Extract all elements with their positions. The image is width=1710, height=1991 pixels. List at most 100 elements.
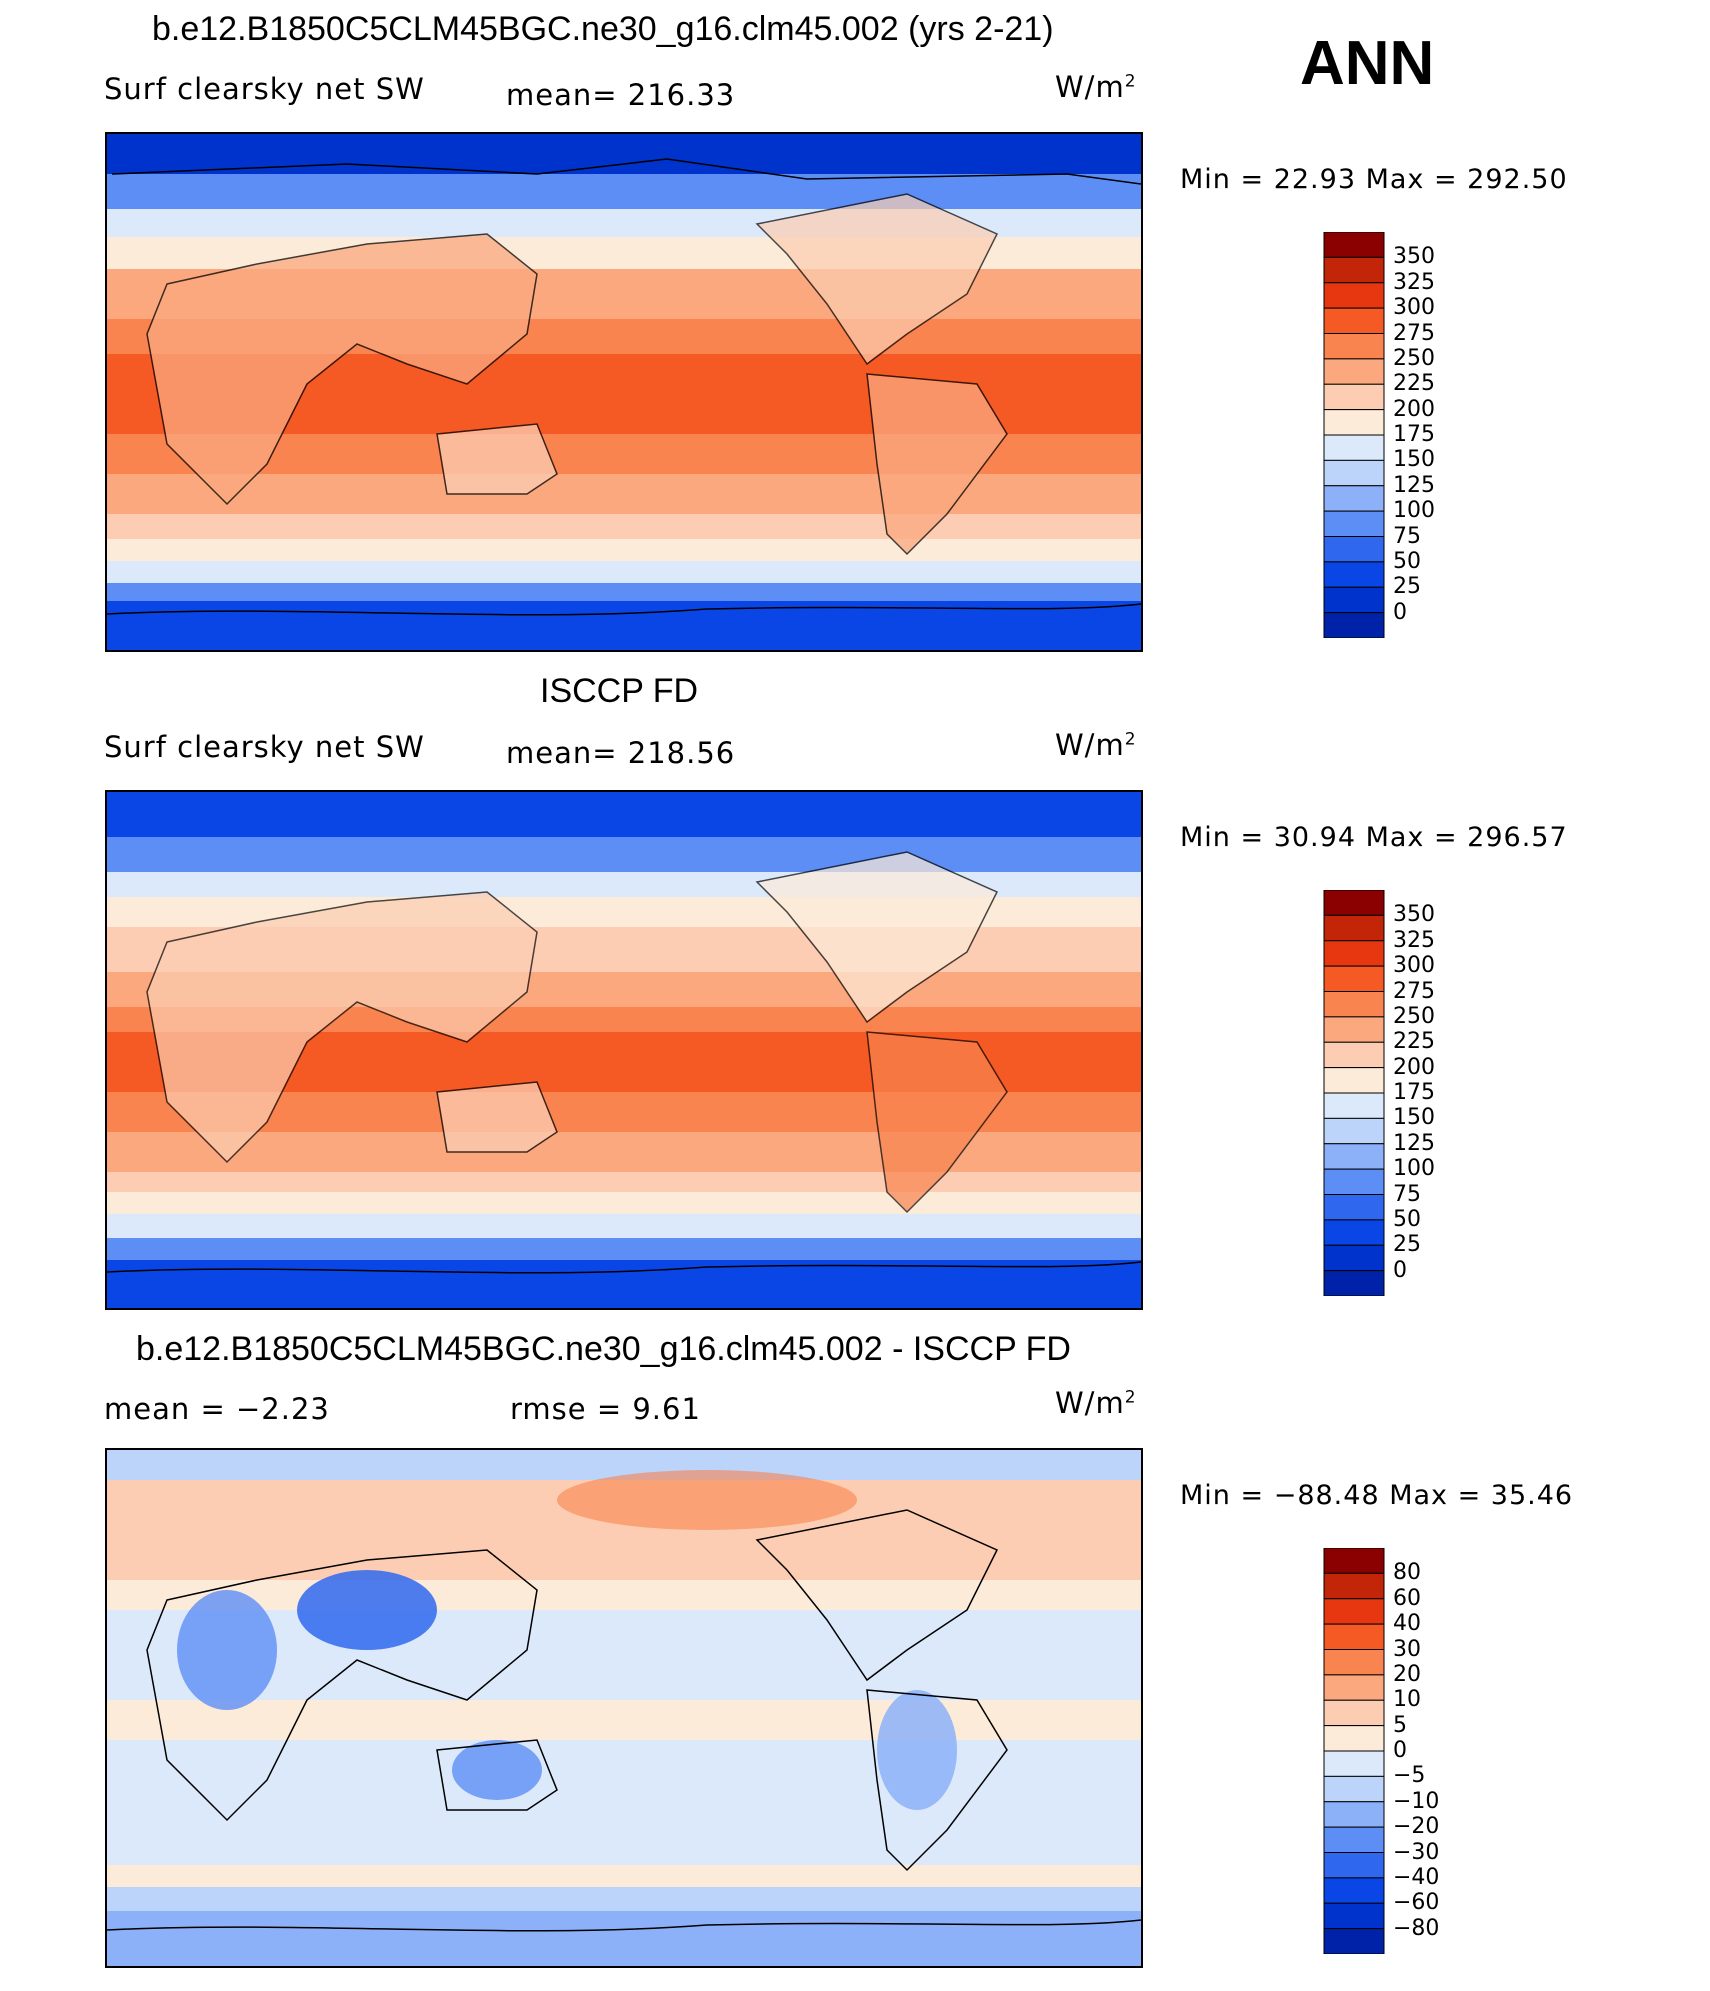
colorbar-swatch [1323, 282, 1385, 309]
panel1-map [105, 132, 1143, 652]
colorbar-tick-label: 325 [1393, 927, 1435, 953]
colorbar-swatch [1323, 358, 1385, 385]
colorbar-tick-label: 75 [1393, 1181, 1421, 1207]
colorbar-tick-label: 40 [1393, 1611, 1421, 1637]
colorbar-tick-label: 225 [1393, 1029, 1435, 1055]
colorbar-tick-label: −20 [1393, 1814, 1440, 1840]
colorbar-swatch [1323, 914, 1385, 942]
colorbar-swatch [1323, 459, 1385, 487]
panel3-mean-label: mean = −2.23 [104, 1392, 330, 1426]
colorbar-tick-label: 250 [1393, 345, 1435, 371]
colorbar-swatch [1323, 1649, 1385, 1676]
panel3-rmse-label: rmse = 9.61 [510, 1392, 701, 1426]
panel1-mean-label: mean= 216.33 [506, 78, 736, 112]
colorbar-tick-label: 300 [1393, 953, 1435, 979]
colorbar-swatch [1323, 1902, 1385, 1930]
panel2-field-label: Surf clearsky net SW [104, 730, 425, 764]
colorbar-swatch [1323, 889, 1385, 916]
colorbar-tick-label: 60 [1393, 1585, 1421, 1611]
colorbar-tick-label: 350 [1393, 244, 1435, 270]
colorbar-tick-label: −10 [1393, 1788, 1440, 1814]
colorbar-tick-label: 175 [1393, 422, 1435, 447]
colorbar-swatch [1323, 307, 1385, 334]
colorbar-tick-label: −5 [1393, 1763, 1426, 1789]
colorbar-tick-label: 0 [1393, 599, 1407, 625]
colorbar-tick-label: 100 [1393, 1156, 1435, 1182]
colorbar-swatch [1323, 1092, 1385, 1119]
colorbar-tick-label: 350 [1393, 902, 1435, 928]
colorbar-swatch [1323, 1623, 1385, 1650]
colorbar-swatch [1323, 485, 1385, 512]
colorbar-tick-label: 5 [1393, 1712, 1407, 1738]
panel2-colorbar-swatches [1323, 889, 1385, 1297]
colorbar-swatch [1323, 434, 1385, 461]
colorbar-tick-label: −30 [1393, 1839, 1440, 1865]
colorbar-tick-label: 20 [1393, 1661, 1421, 1687]
colorbar-swatch [1323, 1143, 1385, 1170]
colorbar-tick-label: −60 [1393, 1890, 1440, 1916]
colorbar-tick-label: 50 [1393, 548, 1421, 574]
colorbar-swatch [1323, 1168, 1385, 1195]
colorbar-swatch [1323, 965, 1385, 992]
colorbar-swatch [1323, 1194, 1385, 1221]
colorbar-swatch [1323, 1244, 1385, 1272]
colorbar-swatch [1323, 1016, 1385, 1043]
panel3-map [105, 1448, 1143, 1968]
colorbar-tick-label: 150 [1393, 1105, 1435, 1131]
colorbar-swatch [1323, 1801, 1385, 1828]
colorbar-tick-label: −40 [1393, 1864, 1440, 1890]
colorbar-swatch [1323, 1674, 1385, 1701]
panel1-title: b.e12.B1850C5CLM45BGC.ne30_g16.clm45.002… [152, 10, 1054, 48]
colorbar-swatch [1323, 561, 1385, 588]
panel1-colorbar-swatches [1323, 231, 1385, 639]
panel3-units: W/m2 [1055, 1386, 1137, 1420]
colorbar-tick-label: 10 [1393, 1687, 1421, 1713]
panel2-colorbar [1323, 889, 1385, 1297]
colorbar-tick-label: 100 [1393, 498, 1435, 524]
panel3-colorbar-swatches [1323, 1547, 1385, 1955]
colorbar-tick-label: 50 [1393, 1206, 1421, 1232]
colorbar-tick-label: 250 [1393, 1003, 1435, 1029]
colorbar-swatch [1323, 1219, 1385, 1246]
colorbar-tick-label: 325 [1393, 269, 1435, 295]
colorbar-tick-label: 275 [1393, 978, 1435, 1004]
colorbar-swatch [1323, 612, 1385, 639]
colorbar-swatch [1323, 586, 1385, 614]
colorbar-tick-label: 225 [1393, 371, 1435, 397]
colorbar-swatch [1323, 1041, 1385, 1069]
panel3-map-field [107, 1450, 1141, 1966]
colorbar-tick-label: 30 [1393, 1636, 1421, 1662]
panel3-min-max: Min = −88.48 Max = 35.46 [1180, 1480, 1574, 1511]
season-label: ANN [1300, 29, 1435, 98]
panel3-colorbar [1323, 1547, 1385, 1955]
colorbar-swatch [1323, 1598, 1385, 1625]
colorbar-swatch [1323, 231, 1385, 258]
panel2-title: ISCCP FD [540, 672, 699, 710]
colorbar-swatch [1323, 1547, 1385, 1574]
colorbar-swatch [1323, 1775, 1385, 1803]
colorbar-swatch [1323, 1877, 1385, 1904]
colorbar-tick-label: 300 [1393, 295, 1435, 321]
colorbar-tick-label: 175 [1393, 1080, 1435, 1105]
colorbar-tick-label: 0 [1393, 1257, 1407, 1283]
colorbar-swatch [1323, 1750, 1385, 1777]
panel1-colorbar [1323, 231, 1385, 639]
colorbar-swatch [1323, 1928, 1385, 1955]
colorbar-swatch [1323, 510, 1385, 537]
panel1-map-field [107, 134, 1141, 650]
colorbar-swatch [1323, 536, 1385, 563]
colorbar-swatch [1323, 333, 1385, 360]
colorbar-swatch [1323, 1826, 1385, 1853]
colorbar-swatch [1323, 991, 1385, 1018]
colorbar-swatch [1323, 1117, 1385, 1145]
panel2-mean-label: mean= 218.56 [506, 736, 736, 770]
panel2-units: W/m2 [1055, 728, 1137, 762]
colorbar-tick-label: 0 [1393, 1738, 1407, 1763]
panel3-title: b.e12.B1850C5CLM45BGC.ne30_g16.clm45.002… [136, 1330, 1071, 1368]
colorbar-tick-label: 125 [1393, 1130, 1435, 1156]
colorbar-tick-label: 200 [1393, 1054, 1435, 1080]
colorbar-tick-label: −80 [1393, 1915, 1440, 1941]
panel1-min-max: Min = 22.93 Max = 292.50 [1180, 164, 1568, 195]
colorbar-tick-label: 75 [1393, 523, 1421, 549]
colorbar-tick-label: 200 [1393, 396, 1435, 422]
